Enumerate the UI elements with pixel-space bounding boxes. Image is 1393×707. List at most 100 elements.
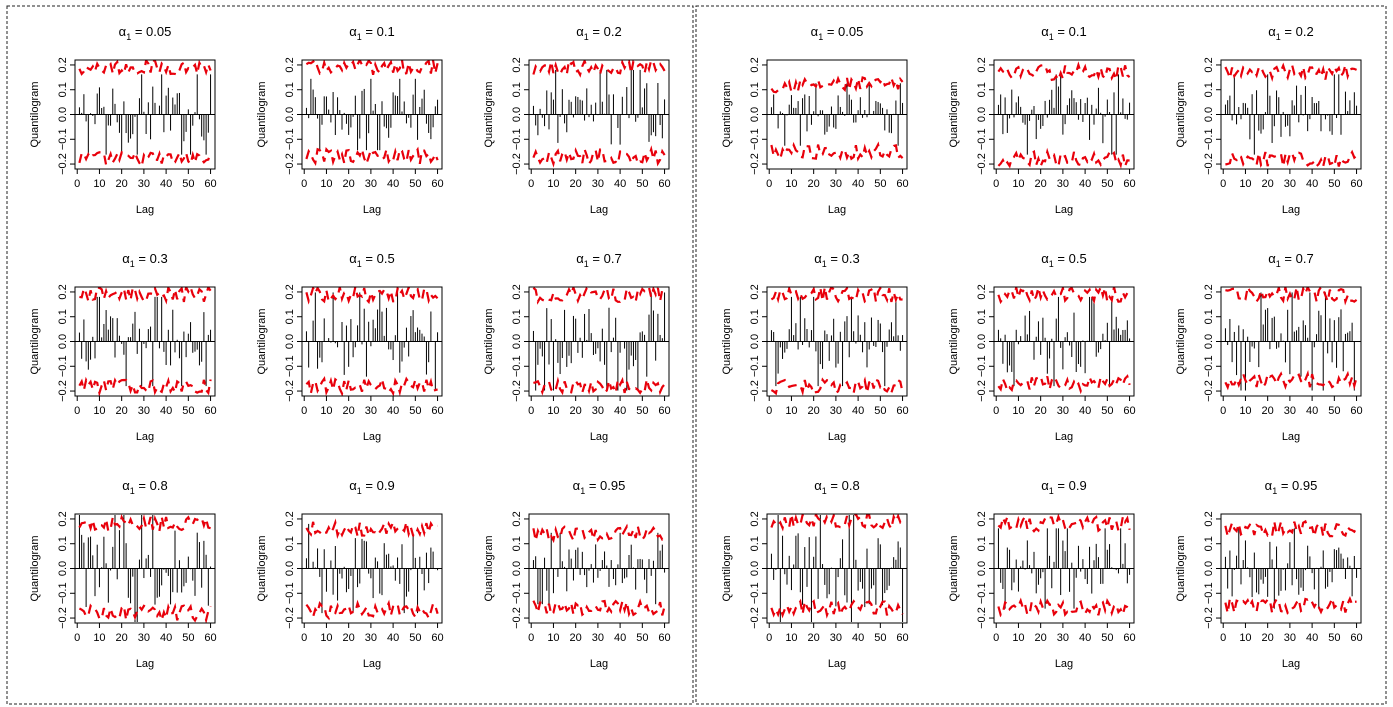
x-tick-label: 60 <box>896 405 908 417</box>
x-tick-label: 30 <box>830 632 842 644</box>
plot-area <box>305 287 439 396</box>
title-subscript: 1 <box>584 32 589 42</box>
panel-b1-2: α1 = 0.1 0 10 20 30 40 50 60 −0.2 −0.1 0.0 0.1 0.2 La… <box>256 24 444 216</box>
upper-band <box>997 514 1131 533</box>
x-tick-label: 60 <box>658 632 670 644</box>
x-tick-label: 50 <box>182 632 194 644</box>
x-axis-label: Lag <box>1055 204 1073 216</box>
x-tick-label: 60 <box>431 178 443 190</box>
y-axis-label: Quantilogram <box>721 308 733 374</box>
x-tick-label: 10 <box>785 405 797 417</box>
y-tick-label: 0.0 <box>749 107 761 122</box>
x-tick-label: 60 <box>896 178 908 190</box>
panel-b2-6: α1 = 0.7 0 10 20 30 40 50 60 −0.2 −0.1 0.0 0.1 0.2 La… <box>1175 251 1363 443</box>
y-tick-label: −0.1 <box>284 128 296 150</box>
lower-band <box>532 597 666 618</box>
y-axis-label: Quantilogram <box>1175 308 1187 374</box>
x-tick-label: 40 <box>160 405 172 417</box>
x-tick-label: 10 <box>1239 405 1251 417</box>
panel-b2-3: α1 = 0.2 0 10 20 30 40 50 60 −0.2 −0.1 0.0 0.1 0.2 La… <box>1175 24 1363 216</box>
title-value: = 0.8 <box>827 478 860 493</box>
title-subscript: 1 <box>1276 32 1281 42</box>
panel-title: α1 = 0.5 <box>349 251 394 269</box>
panel-b2-5: α1 = 0.5 0 10 20 30 40 50 60 −0.2 −0.1 0.0 0.1 0.2 La… <box>948 251 1136 443</box>
lower-band <box>305 599 439 621</box>
y-tick-label: 0.2 <box>976 57 988 72</box>
x-tick-label: 10 <box>320 632 332 644</box>
title-value: = 0.9 <box>362 478 395 493</box>
x-tick-label: 0 <box>528 405 534 417</box>
y-tick-label: −0.2 <box>284 153 296 175</box>
y-tick-label: −0.1 <box>57 582 69 604</box>
y-tick-label: −0.1 <box>1203 582 1215 604</box>
x-tick-label: 10 <box>547 632 559 644</box>
panel-b1-7: α1 = 0.8 0 10 20 30 40 50 60 −0.2 −0.1 0.0 0.1 0.2 La… <box>29 478 217 670</box>
x-axis-label: Lag <box>363 204 381 216</box>
y-tick-label: −0.2 <box>1203 607 1215 629</box>
x-axis-label: Lag <box>1055 658 1073 670</box>
left-block-frame <box>6 5 694 705</box>
lower-band <box>997 147 1130 169</box>
x-tick-label: 20 <box>343 178 355 190</box>
x-tick-label: 40 <box>852 178 864 190</box>
lower-band <box>533 376 666 396</box>
upper-band <box>1224 61 1358 83</box>
upper-band <box>305 60 439 76</box>
panel-title: α1 = 0.3 <box>122 251 167 269</box>
y-axis-label: Quantilogram <box>1175 535 1187 601</box>
y-tick-label: 0.1 <box>57 309 69 324</box>
y-tick-label: 0.0 <box>284 107 296 122</box>
y-tick-label: 0.1 <box>1203 536 1215 551</box>
y-tick-label: −0.1 <box>976 582 988 604</box>
y-tick-label: 0.2 <box>511 57 523 72</box>
x-tick-label: 60 <box>1350 632 1362 644</box>
y-tick-label: −0.2 <box>976 153 988 175</box>
x-tick-label: 10 <box>320 178 332 190</box>
panel-title: α1 = 0.9 <box>1041 478 1086 496</box>
x-tick-label: 10 <box>547 178 559 190</box>
y-axis-label: Quantilogram <box>256 81 268 147</box>
x-axis-label: Lag <box>828 431 846 443</box>
y-tick-label: −0.2 <box>976 380 988 402</box>
x-axis-label: Lag <box>136 431 154 443</box>
x-tick-label: 60 <box>896 632 908 644</box>
x-tick-label: 0 <box>993 178 999 190</box>
x-tick-label: 10 <box>1012 178 1024 190</box>
x-tick-label: 30 <box>1057 405 1069 417</box>
panel-title: α1 = 0.7 <box>1268 251 1313 269</box>
y-tick-label: 0.0 <box>511 334 523 349</box>
plot-area <box>997 287 1131 395</box>
title-symbol: α <box>814 251 822 266</box>
x-tick-label: 40 <box>1306 405 1318 417</box>
plot-area <box>532 523 666 618</box>
x-tick-label: 20 <box>570 632 582 644</box>
x-tick-label: 20 <box>1262 632 1274 644</box>
x-axis-label: Lag <box>590 431 608 443</box>
x-tick-label: 60 <box>204 405 216 417</box>
title-symbol: α <box>1268 24 1276 39</box>
x-tick-label: 20 <box>570 405 582 417</box>
x-tick-label: 50 <box>409 178 421 190</box>
y-tick-label: 0.0 <box>511 107 523 122</box>
panel-b2-1: α1 = 0.05 0 10 20 30 40 50 60 −0.2 −0.1 0.0 0.1 0.2 L… <box>721 24 909 216</box>
x-tick-label: 10 <box>547 405 559 417</box>
title-value: = 0.8 <box>135 478 168 493</box>
panels: α1 = 0.050 10 20 30 40 50 60−0.2−0.10.00.10.2L… <box>29 24 1363 670</box>
x-tick-label: 30 <box>592 632 604 644</box>
x-tick-label: 20 <box>1262 178 1274 190</box>
y-tick-label: 0.2 <box>57 57 69 72</box>
x-tick-label: 30 <box>1057 632 1069 644</box>
y-tick-label: 0.1 <box>511 309 523 324</box>
plot-area <box>997 61 1131 169</box>
x-tick-label: 50 <box>874 178 886 190</box>
lower-band <box>770 597 904 619</box>
y-tick-label: −0.1 <box>976 128 988 150</box>
panel-title: α1 = 0.1 <box>1041 24 1086 42</box>
y-axis-label: Quantilogram <box>483 81 495 147</box>
x-tick-label: 0 <box>766 178 772 190</box>
x-tick-label: 40 <box>387 405 399 417</box>
x-tick-label: 0 <box>1220 405 1226 417</box>
x-tick-label: 40 <box>387 632 399 644</box>
x-tick-label: 10 <box>93 178 105 190</box>
title-symbol: α <box>814 478 822 493</box>
